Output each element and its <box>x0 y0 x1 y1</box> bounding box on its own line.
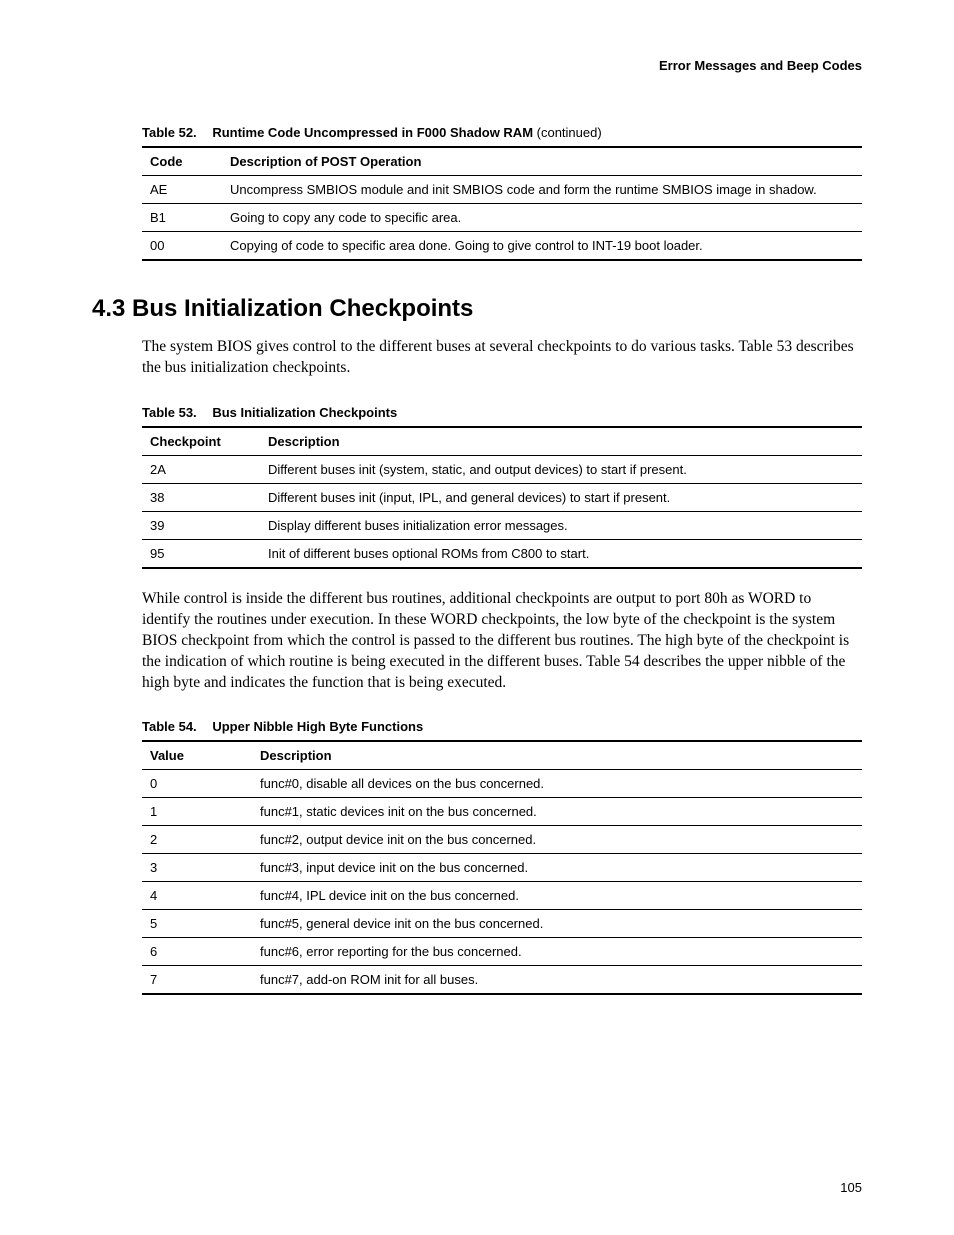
table-cell-code: AE <box>142 176 222 204</box>
table53-col2-header: Description <box>260 427 862 456</box>
table-cell-desc: func#0, disable all devices on the bus c… <box>252 770 862 798</box>
table-cell-desc: Uncompress SMBIOS module and init SMBIOS… <box>222 176 862 204</box>
table-cell-code: 6 <box>142 938 252 966</box>
table-cell-desc: Different buses init (input, IPL, and ge… <box>260 483 862 511</box>
table-cell-code: 39 <box>142 511 260 539</box>
table53-body: 2ADifferent buses init (system, static, … <box>142 455 862 568</box>
table-row: AEUncompress SMBIOS module and init SMBI… <box>142 176 862 204</box>
table52-body: AEUncompress SMBIOS module and init SMBI… <box>142 176 862 261</box>
table54-body: 0func#0, disable all devices on the bus … <box>142 770 862 995</box>
table-cell-code: 2 <box>142 826 252 854</box>
table-cell-code: 1 <box>142 798 252 826</box>
table-cell-desc: func#6, error reporting for the bus conc… <box>252 938 862 966</box>
table-row: 3func#3, input device init on the bus co… <box>142 854 862 882</box>
table-cell-code: 7 <box>142 966 252 995</box>
table54: Value Description 0func#0, disable all d… <box>142 740 862 995</box>
table-row: 95Init of different buses optional ROMs … <box>142 539 862 568</box>
table-row: 7func#7, add-on ROM init for all buses. <box>142 966 862 995</box>
table-cell-desc: Going to copy any code to specific area. <box>222 204 862 232</box>
table-cell-code: 38 <box>142 483 260 511</box>
section-para2: While control is inside the different bu… <box>142 589 862 694</box>
section-para1: The system BIOS gives control to the dif… <box>142 337 862 379</box>
table-row: 4func#4, IPL device init on the bus conc… <box>142 882 862 910</box>
table52: Code Description of POST Operation AEUnc… <box>142 146 862 261</box>
table-cell-desc: func#7, add-on ROM init for all buses. <box>252 966 862 995</box>
table54-caption-label: Table 54. <box>142 719 197 734</box>
table-row: 2func#2, output device init on the bus c… <box>142 826 862 854</box>
table-cell-code: B1 <box>142 204 222 232</box>
table-cell-desc: func#4, IPL device init on the bus conce… <box>252 882 862 910</box>
table-cell-desc: Init of different buses optional ROMs fr… <box>260 539 862 568</box>
table53-caption-label: Table 53. <box>142 405 197 420</box>
table-row: B1Going to copy any code to specific are… <box>142 204 862 232</box>
table-cell-code: 2A <box>142 455 260 483</box>
table54-col2-header: Description <box>252 741 862 770</box>
table-header-row: Code Description of POST Operation <box>142 147 862 176</box>
table-cell-desc: func#3, input device init on the bus con… <box>252 854 862 882</box>
page-content: Error Messages and Beep Codes Table 52. … <box>0 0 954 1035</box>
table54-caption: Table 54. Upper Nibble High Byte Functio… <box>142 719 862 734</box>
table52-col1-header: Code <box>142 147 222 176</box>
table-cell-desc: Copying of code to specific area done. G… <box>222 232 862 261</box>
header-section-title: Error Messages and Beep Codes <box>92 58 862 73</box>
table-cell-desc: func#5, general device init on the bus c… <box>252 910 862 938</box>
table54-col1-header: Value <box>142 741 252 770</box>
table53: Checkpoint Description 2ADifferent buses… <box>142 426 862 569</box>
table-cell-desc: Different buses init (system, static, an… <box>260 455 862 483</box>
table-row: 5func#5, general device init on the bus … <box>142 910 862 938</box>
section-heading: 4.3 Bus Initialization Checkpoints <box>92 295 862 323</box>
table53-col1-header: Checkpoint <box>142 427 260 456</box>
table-row: 38Different buses init (input, IPL, and … <box>142 483 862 511</box>
table-cell-code: 5 <box>142 910 252 938</box>
table-cell-desc: func#2, output device init on the bus co… <box>252 826 862 854</box>
table-row: 2ADifferent buses init (system, static, … <box>142 455 862 483</box>
table52-caption: Table 52. Runtime Code Uncompressed in F… <box>142 125 862 140</box>
table52-caption-label: Table 52. <box>142 125 197 140</box>
table-row: 6func#6, error reporting for the bus con… <box>142 938 862 966</box>
table-cell-code: 3 <box>142 854 252 882</box>
table53-caption-title: Bus Initialization Checkpoints <box>212 405 397 420</box>
table-cell-code: 0 <box>142 770 252 798</box>
table-cell-code: 4 <box>142 882 252 910</box>
table-header-row: Value Description <box>142 741 862 770</box>
table-header-row: Checkpoint Description <box>142 427 862 456</box>
page-number: 105 <box>840 1180 862 1195</box>
table-cell-desc: func#1, static devices init on the bus c… <box>252 798 862 826</box>
table52-col2-header: Description of POST Operation <box>222 147 862 176</box>
table53-caption: Table 53. Bus Initialization Checkpoints <box>142 405 862 420</box>
table-cell-desc: Display different buses initialization e… <box>260 511 862 539</box>
table-row: 0func#0, disable all devices on the bus … <box>142 770 862 798</box>
table-row: 1func#1, static devices init on the bus … <box>142 798 862 826</box>
table-row: 39Display different buses initialization… <box>142 511 862 539</box>
table-cell-code: 95 <box>142 539 260 568</box>
table54-caption-title: Upper Nibble High Byte Functions <box>212 719 423 734</box>
table-row: 00Copying of code to specific area done.… <box>142 232 862 261</box>
table52-caption-title: Runtime Code Uncompressed in F000 Shadow… <box>212 125 601 140</box>
table-cell-code: 00 <box>142 232 222 261</box>
